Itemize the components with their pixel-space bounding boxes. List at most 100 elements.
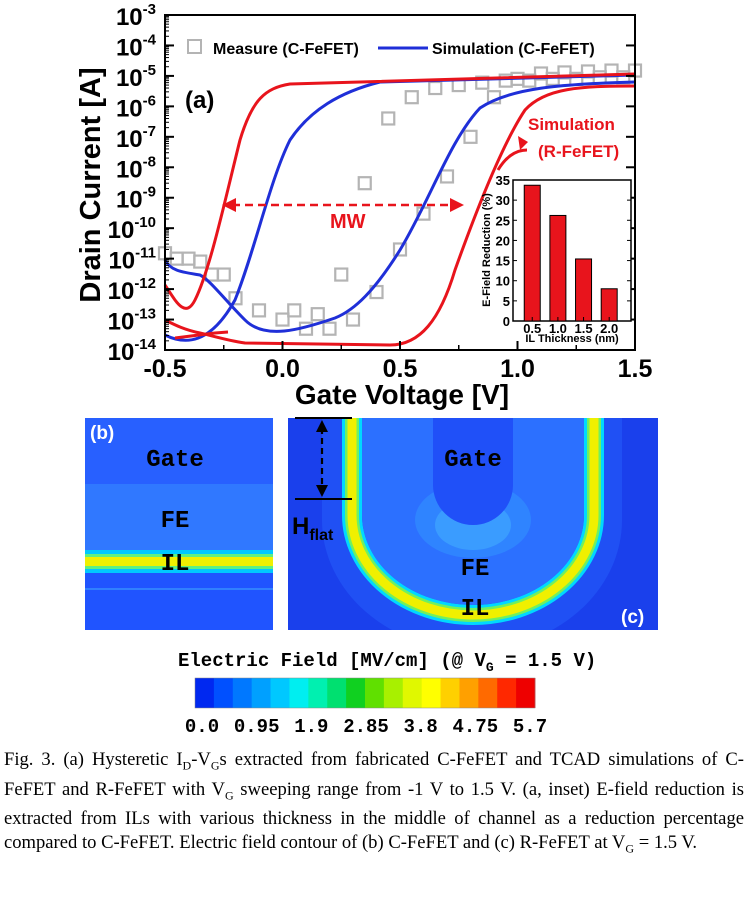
sim-r-forward-curve [163,72,636,310]
colorbar-tick-label: 0.0 [185,716,219,738]
panel-b: (b) Gate FE IL [85,418,273,630]
colorbar-cell [497,678,517,708]
colorbar-cell [270,678,290,708]
legend-measure-icon [187,39,202,54]
measure-point [357,176,372,191]
y-tick-label: 10-14 [108,336,157,366]
inset-x-tick-label: 0.5 [523,321,541,336]
colorbar-cell [327,678,347,708]
y-tick-label: 10-6 [116,92,156,122]
measure-point [498,73,513,88]
measure-point [322,321,337,336]
y-tick-label: 10-12 [108,275,156,305]
colorbar-cell [232,678,253,708]
panel-a: MW Simulation (R-FeFET) (a) Measure (C-F… [75,1,652,410]
h-flat-arrowhead-down-icon [316,485,328,497]
figure: MW Simulation (R-FeFET) (a) Measure (C-F… [75,1,658,738]
colorbar-tick-label: 5.7 [513,716,547,738]
colorbar-cell [308,678,328,708]
sim-r-reverse-curve [164,84,636,347]
measure-point [439,169,455,184]
x-tick-label: 0.5 [383,355,418,383]
y-tick-label: 10-3 [116,1,156,31]
colorbar-cell [459,678,479,708]
panel-a-xlabel: Gate Voltage [V] [295,379,509,410]
inset-y-tick-label: 0 [503,314,510,329]
panel-c-fe: FE [461,556,490,583]
colorbar-tick-label: 4.75 [453,716,499,738]
colorbar-title: Electric Field [MV/cm] (@ VG = 1.5 V) [178,650,596,675]
mw-arrowhead-left-icon [222,198,236,212]
panel-c-il: IL [461,596,490,623]
y-tick-label: 10-9 [116,184,156,214]
measure-point [287,303,302,318]
inset-bar [575,258,593,322]
sim-r-low-curve [174,330,229,340]
x-tick-label: 1.5 [618,355,653,383]
measure-point [381,111,396,126]
inset-y-ticks: 0 5 10 15 20 25 30 35 [496,173,631,329]
h-flat-arrowhead-up-icon [316,420,328,432]
measure-point [345,312,361,327]
colorbar-cell [251,678,271,708]
panel-a-ylabel: Drain Current [A] [75,67,107,302]
measure-point [404,90,419,105]
measure-point [392,242,408,257]
inset-xlabel: IL Thickness (nm) [525,333,619,345]
inset-bar [523,184,541,322]
colorbar-cell [213,678,234,708]
colorbar-tick-label: 0.95 [234,716,280,738]
colorbar-cell [402,678,423,708]
inset-bars [523,184,618,322]
colorbar-cells [195,678,536,708]
panel-c-label: (c) [621,607,644,628]
measure-point [310,307,325,322]
inset-y-tick-label: 25 [496,213,510,228]
mw-arrowhead-right-icon [450,198,464,212]
y-tick-label: 10-7 [116,123,156,153]
y-tick-label: 10-4 [116,31,157,61]
panel-b-fe: FE [161,508,190,535]
panel-c-gate: Gate [444,447,502,474]
colorbar-cell [365,678,385,708]
x-tick-label: -0.5 [143,355,186,383]
inset-x-tick-label: 2.0 [600,321,618,336]
colorbar-tick-label: 1.9 [294,716,328,738]
colorbar-tick-label: 2.85 [343,716,389,738]
h-flat-label: Hflat [292,513,334,544]
inset-y-tick-label: 20 [496,233,510,248]
figure-caption: Fig. 3. (a) Hysteretic ID-VGs extracted … [4,749,745,857]
sim-r-annotation-arrow [496,148,528,171]
inset-y-tick-label: 10 [496,274,510,289]
y-tick-label: 10-5 [116,62,156,92]
panel-b-label: (b) [90,423,114,444]
colorbar-cell [346,678,366,708]
measure-point [193,254,208,269]
measure-point [228,291,243,306]
x-tick-label: 0.0 [265,355,300,383]
inset-bar [600,288,618,322]
measure-point [275,312,290,327]
colorbar-cell [478,678,498,708]
panel-b-gate: Gate [146,447,204,474]
measure-point [216,267,231,282]
inset-y-tick-label: 15 [496,254,510,269]
colorbar-cell [383,678,404,708]
panel-c: Hflat Gate FE IL (c) [288,417,658,630]
inset-ylabel: E-Field Reduction (%) [481,193,493,307]
y-tick-label: 10-11 [108,245,156,275]
measure-point [463,129,478,144]
y-tick-label: 10-10 [108,214,156,244]
colorbar: Electric Field [MV/cm] (@ VG = 1.5 V) 0.… [178,650,596,738]
inset-x-tick-label: 1.5 [575,321,593,336]
panel-b-il: IL [161,551,190,578]
inset-x-ticks: 0.5 1.0 1.5 2.0 [523,317,618,336]
measure-point [181,251,196,266]
mw-label: MW [330,211,366,233]
colorbar-cell [421,678,441,708]
inset-bar [549,214,567,322]
panel-a-label: (a) [185,87,214,114]
legend-measure-label: Measure (C-FeFET) [213,41,359,58]
sim-r-annotation-1: Simulation [528,115,615,134]
x-tick-label: 1.0 [500,355,535,383]
